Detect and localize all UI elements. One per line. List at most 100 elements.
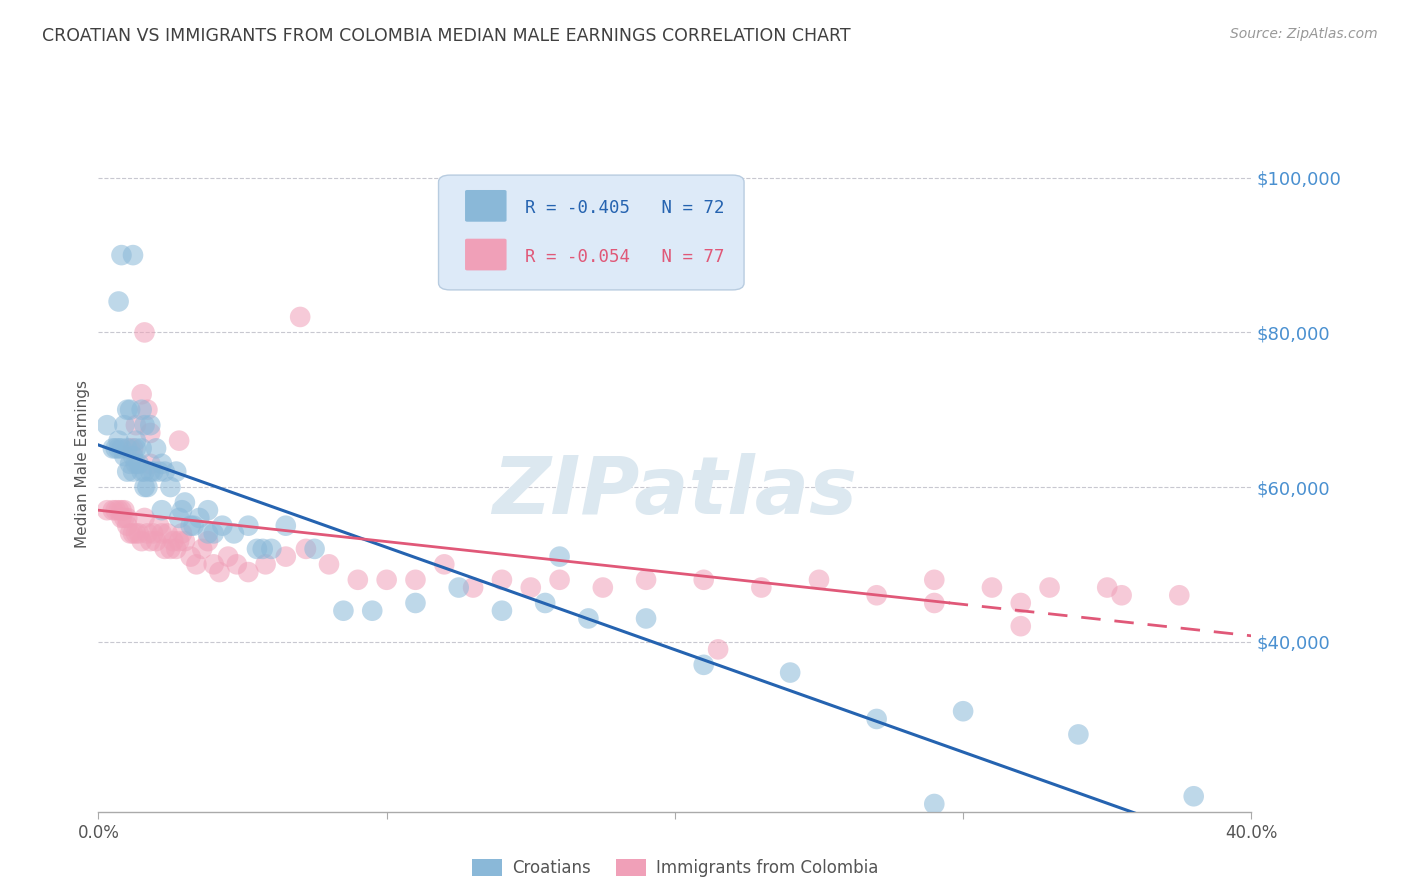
Point (191, 541, 214, 556)
Point (260, 541, 283, 556)
Point (779, 665, 801, 680)
Point (117, 465, 139, 479)
Point (139, 457, 162, 471)
Point (139, 534, 162, 549)
Point (304, 541, 326, 556)
Point (110, 248, 132, 262)
Point (491, 573, 513, 587)
Point (693, 657, 716, 672)
Point (433, 558, 456, 572)
Point (222, 526, 245, 541)
Point (148, 465, 170, 479)
Point (96, 418, 118, 433)
Point (183, 518, 205, 533)
Point (150, 526, 173, 541)
Legend: Croatians, Immigrants from Colombia: Croatians, Immigrants from Colombia (465, 852, 884, 883)
Point (534, 596, 557, 610)
Point (125, 457, 148, 471)
Point (197, 503, 219, 517)
Point (107, 434, 129, 448)
Point (866, 588, 889, 602)
Point (461, 581, 484, 595)
Point (1010, 619, 1032, 633)
Point (807, 573, 830, 587)
Point (125, 434, 148, 448)
Point (131, 387, 153, 401)
Point (125, 442, 148, 456)
Point (548, 573, 571, 587)
Point (145, 442, 167, 456)
Point (159, 480, 181, 494)
Point (1097, 581, 1119, 595)
Point (290, 310, 312, 324)
Point (122, 442, 145, 456)
Point (578, 611, 600, 625)
Point (208, 565, 231, 579)
Point (447, 581, 470, 595)
Point (136, 402, 159, 417)
Point (122, 526, 145, 541)
Point (1111, 588, 1133, 602)
Point (125, 418, 148, 433)
Point (1168, 588, 1191, 602)
Point (139, 418, 162, 433)
FancyBboxPatch shape (439, 175, 744, 290)
Point (180, 549, 202, 564)
Point (238, 518, 260, 533)
Point (112, 449, 135, 463)
Point (120, 457, 142, 471)
Point (128, 457, 150, 471)
Point (491, 604, 513, 618)
Text: R = -0.405   N = 72: R = -0.405 N = 72 (524, 199, 724, 217)
Point (134, 465, 156, 479)
Y-axis label: Median Male Earnings: Median Male Earnings (75, 380, 90, 548)
Point (636, 573, 658, 587)
Point (1038, 581, 1062, 595)
Point (131, 534, 153, 549)
Point (107, 294, 129, 309)
Point (148, 518, 170, 533)
Point (636, 611, 658, 625)
Point (174, 534, 197, 549)
Point (170, 503, 193, 517)
Point (117, 518, 139, 533)
Point (153, 541, 176, 556)
Point (101, 442, 124, 456)
Point (165, 541, 187, 556)
Point (107, 442, 129, 456)
Point (274, 549, 297, 564)
Point (188, 511, 211, 525)
Point (548, 549, 571, 564)
Point (156, 526, 179, 541)
Point (197, 526, 219, 541)
Point (134, 418, 156, 433)
Point (107, 503, 129, 517)
Point (202, 558, 225, 572)
Point (131, 402, 153, 417)
Point (101, 503, 124, 517)
Point (318, 558, 340, 572)
Point (405, 596, 427, 610)
Point (96, 503, 118, 517)
Point (922, 797, 945, 811)
Point (211, 518, 233, 533)
Point (104, 442, 127, 456)
Point (174, 495, 197, 509)
Point (142, 465, 165, 479)
Point (707, 642, 730, 657)
Point (1182, 789, 1205, 804)
Point (186, 558, 208, 572)
Point (122, 465, 145, 479)
Point (693, 573, 716, 587)
Text: ZIPatlas: ZIPatlas (492, 452, 858, 531)
Point (375, 573, 398, 587)
Point (117, 511, 139, 525)
Point (751, 581, 773, 595)
Point (142, 526, 165, 541)
Point (238, 565, 260, 579)
Point (122, 248, 145, 262)
Point (361, 604, 384, 618)
Text: CROATIAN VS IMMIGRANTS FROM COLOMBIA MEDIAN MALE EARNINGS CORRELATION CHART: CROATIAN VS IMMIGRANTS FROM COLOMBIA MED… (42, 27, 851, 45)
Point (110, 511, 132, 525)
Point (122, 449, 145, 463)
